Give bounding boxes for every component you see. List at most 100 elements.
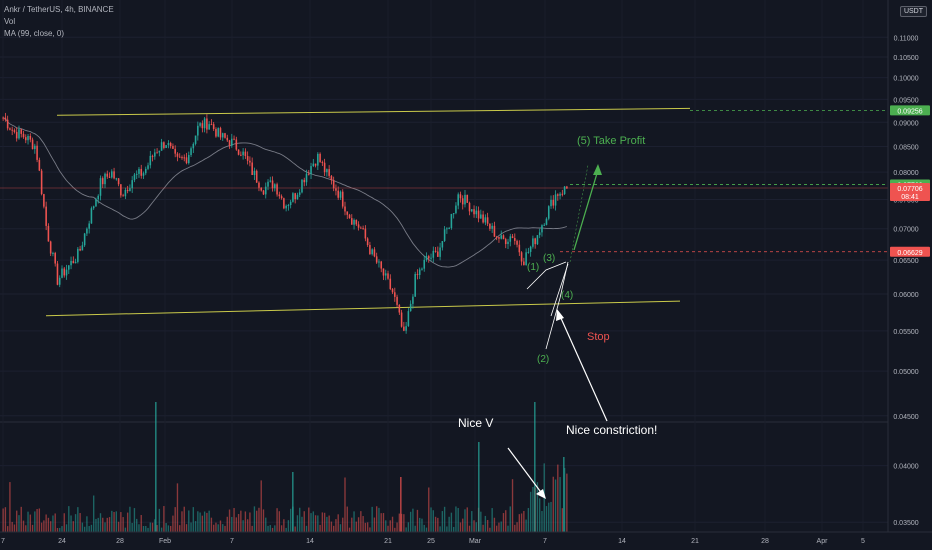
volume-bar <box>373 517 376 532</box>
candle-body <box>11 129 13 131</box>
volume-bar <box>79 513 81 532</box>
volume-bar <box>199 512 201 532</box>
volume-bar <box>299 507 301 532</box>
volume-bar <box>332 525 335 532</box>
candle-body <box>346 211 349 215</box>
volume-bar <box>446 526 448 532</box>
time-tick: 7 <box>1 538 5 545</box>
volume-bar <box>104 522 106 532</box>
volume-bar <box>215 522 217 532</box>
candle-body <box>371 249 373 255</box>
candle-body <box>477 210 480 219</box>
candle-body <box>459 194 462 199</box>
candle-body <box>228 140 231 146</box>
nice-constriction-label: Nice constriction! <box>566 423 658 437</box>
candle-body <box>532 238 534 247</box>
volume-bar <box>38 508 41 532</box>
candle-body <box>298 192 301 195</box>
volume-bar <box>133 508 136 532</box>
ma-legend[interactable]: MA (99, close, 0) <box>4 29 65 38</box>
candle-body <box>49 241 52 254</box>
volume-bar <box>176 483 179 532</box>
volume-bar <box>244 511 247 532</box>
volume-bar <box>117 521 120 532</box>
candle-body <box>233 138 235 140</box>
volume-bar <box>312 511 314 532</box>
volume-bar <box>63 513 65 532</box>
volume-bar <box>459 522 462 532</box>
candle-body <box>187 155 190 164</box>
volume-bar <box>493 517 496 532</box>
candle-body <box>120 184 122 196</box>
volume-bar <box>520 513 523 532</box>
volume-bar <box>355 521 357 532</box>
volume-bar <box>43 520 45 532</box>
price-label-text: 0.07706 <box>897 186 922 193</box>
volume-bar <box>226 516 228 532</box>
candle-body <box>20 129 23 134</box>
candle-body <box>541 225 543 233</box>
candle-body <box>106 173 109 177</box>
volume-bar <box>219 520 222 532</box>
volume-bar <box>466 507 468 532</box>
volume-bar <box>140 515 142 532</box>
candle-body <box>566 186 568 189</box>
candle-body <box>72 260 75 264</box>
volume-bar <box>276 508 278 532</box>
time-tick: 21 <box>384 538 392 545</box>
candle-body <box>206 118 208 130</box>
volume-bar <box>398 513 401 532</box>
volume-bar <box>151 522 154 532</box>
volume-bar <box>514 524 516 532</box>
volume-legend[interactable]: Vol <box>4 17 16 26</box>
volume-bar <box>473 520 475 532</box>
volume-bar <box>301 516 303 532</box>
volume-bar <box>25 525 27 532</box>
candle-body <box>154 152 156 157</box>
currency-button[interactable]: USDT <box>899 6 927 17</box>
symbol-legend[interactable]: Ankr / TetherUS, 4h, BINANCE <box>4 5 114 14</box>
price-tick: 0.05500 <box>893 329 918 336</box>
candle-body <box>500 235 503 239</box>
candle-body <box>543 224 546 226</box>
volume-bar <box>412 508 414 532</box>
candle-body <box>83 233 86 246</box>
volume-bar <box>106 517 108 532</box>
candle-body <box>287 205 290 207</box>
volume-bar <box>9 482 11 532</box>
candle-body <box>280 196 283 199</box>
candle-body <box>339 191 342 198</box>
candle-body <box>534 238 536 245</box>
volume-bar <box>308 507 310 532</box>
candle-body <box>122 195 124 197</box>
volume-bar <box>34 511 36 532</box>
volume-bar <box>462 518 464 532</box>
candle-body <box>523 261 525 266</box>
volume-bar <box>491 508 493 532</box>
candle-body <box>203 118 206 129</box>
candle-body <box>255 170 258 183</box>
volume-bar <box>480 511 482 532</box>
candle-body <box>149 155 152 166</box>
volume-bar <box>172 515 174 532</box>
candle-body <box>65 269 68 276</box>
candle-body <box>86 228 88 234</box>
volume-bar <box>382 513 385 532</box>
volume-bar <box>391 516 394 532</box>
wave-4-line <box>550 263 569 317</box>
time-tick: 28 <box>761 538 769 545</box>
candle-body <box>495 236 498 238</box>
volume-bar <box>224 525 226 532</box>
candle-body <box>373 249 376 257</box>
volume-bar <box>253 506 256 532</box>
candle-body <box>194 135 197 144</box>
volume-bar <box>563 457 565 532</box>
price-tick: 0.04000 <box>893 464 918 471</box>
candle-body <box>151 155 154 157</box>
volume-bar <box>489 527 491 532</box>
volume-bar <box>326 516 328 532</box>
candle-body <box>414 273 416 297</box>
volume-bar <box>246 519 249 532</box>
candle-body <box>63 268 66 276</box>
